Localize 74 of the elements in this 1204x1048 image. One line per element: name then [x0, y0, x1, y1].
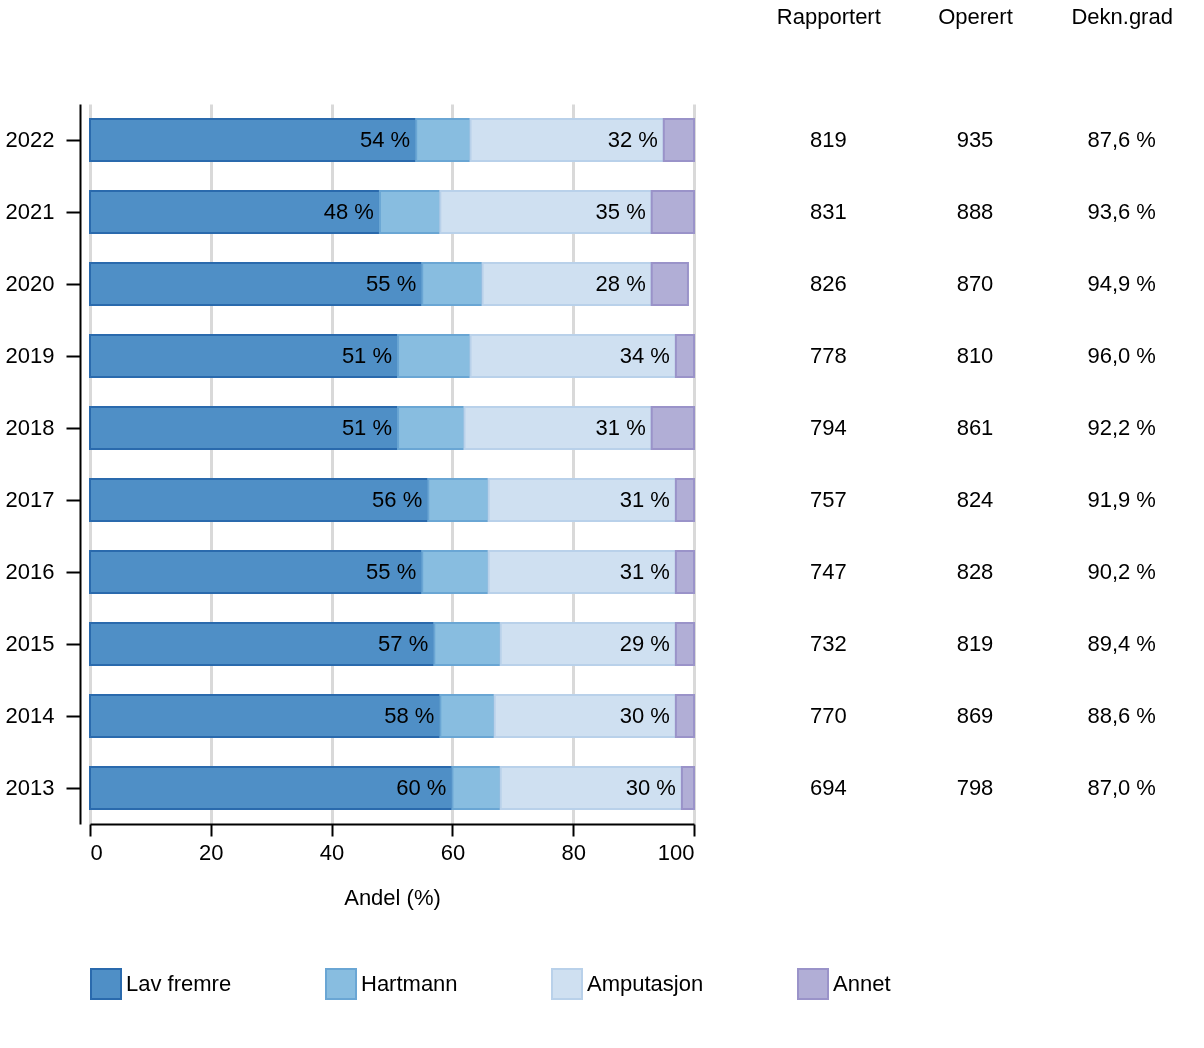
data-label: 770 — [809, 703, 847, 728]
data-label: 29 % — [619, 631, 670, 656]
x-tick-label: 0 — [90, 839, 103, 865]
data-label: 810 — [956, 343, 994, 368]
category-label: Operert — [938, 3, 1013, 29]
y-tick-label: 2017 — [5, 487, 55, 512]
data-label: 90,2 % — [1087, 559, 1156, 584]
data-label: 56 % — [372, 487, 423, 512]
data-label: 757 — [809, 487, 847, 512]
data-label: 60 % — [396, 775, 447, 800]
data-label: 694 — [809, 775, 847, 800]
data-label: 794 — [809, 415, 847, 440]
category-label: Dekn.grad — [1071, 3, 1173, 29]
data-label: 89,4 % — [1087, 631, 1156, 656]
y-tick-label: 2015 — [5, 631, 55, 656]
y-tick-label: 2016 — [5, 559, 55, 584]
category-label: Rapportert — [776, 3, 881, 29]
data-label: 819 — [809, 127, 847, 152]
legend-label: Hartmann — [361, 971, 458, 996]
data-label: 31 % — [619, 487, 670, 512]
x-tick-label: 60 — [440, 839, 466, 865]
data-label: 57 % — [378, 631, 429, 656]
x-tick-label: 40 — [319, 839, 345, 865]
data-label: 778 — [809, 343, 847, 368]
x-tick-label: 100 — [657, 839, 695, 865]
data-label: 732 — [809, 631, 847, 656]
data-label: 34 % — [619, 343, 670, 368]
data-label: 870 — [956, 271, 994, 296]
data-label: 819 — [956, 631, 994, 656]
data-label: 88,6 % — [1087, 703, 1156, 728]
data-label: 94,9 % — [1087, 271, 1156, 296]
data-label: 831 — [809, 199, 847, 224]
y-tick-label: 2021 — [5, 199, 55, 224]
x-axis-title: Andel (%) — [344, 884, 441, 910]
data-label: 55 % — [366, 559, 417, 584]
data-label: 747 — [809, 559, 847, 584]
data-label: 58 % — [384, 703, 435, 728]
data-label: 826 — [809, 271, 847, 296]
x-tick-label: 80 — [561, 839, 586, 865]
data-label: 828 — [956, 559, 994, 584]
y-tick-label: 2020 — [5, 271, 55, 296]
x-tick-label: 20 — [199, 839, 224, 865]
legend-label: Lav fremre — [126, 971, 232, 996]
data-label: 87,6 % — [1087, 127, 1156, 152]
data-label: 51 % — [341, 415, 393, 440]
legend-label: Amputasjon — [587, 971, 704, 996]
data-label: 798 — [956, 775, 994, 800]
data-label: 888 — [956, 199, 994, 224]
data-label: 96,0 % — [1087, 343, 1156, 368]
data-label: 91,9 % — [1087, 487, 1156, 512]
data-label: 869 — [956, 703, 994, 728]
data-label: 54 % — [360, 127, 411, 152]
data-label: 51 % — [341, 343, 393, 368]
data-label: 87,0 % — [1087, 775, 1156, 800]
data-label: 935 — [956, 127, 994, 152]
legend-label: Annet — [833, 971, 891, 996]
data-label: 30 % — [625, 775, 676, 800]
data-label: 28 % — [595, 271, 646, 296]
data-label: 31 % — [619, 559, 670, 584]
y-tick-label: 2019 — [5, 343, 55, 368]
y-tick-label: 2018 — [5, 415, 55, 440]
y-tick-label: 2013 — [5, 775, 55, 800]
y-tick-label: 2022 — [5, 127, 55, 152]
data-label: 35 % — [595, 199, 646, 224]
data-label: 48 % — [323, 199, 374, 224]
data-label: 30 % — [619, 703, 670, 728]
data-label: 92,2 % — [1087, 415, 1156, 440]
data-label: 861 — [956, 415, 994, 440]
data-label: 93,6 % — [1087, 199, 1156, 224]
data-label: 32 % — [607, 127, 658, 152]
data-label: 824 — [956, 487, 994, 512]
data-label: 55 % — [366, 271, 417, 296]
data-label: 31 % — [595, 415, 646, 440]
y-tick-label: 2014 — [5, 703, 55, 728]
